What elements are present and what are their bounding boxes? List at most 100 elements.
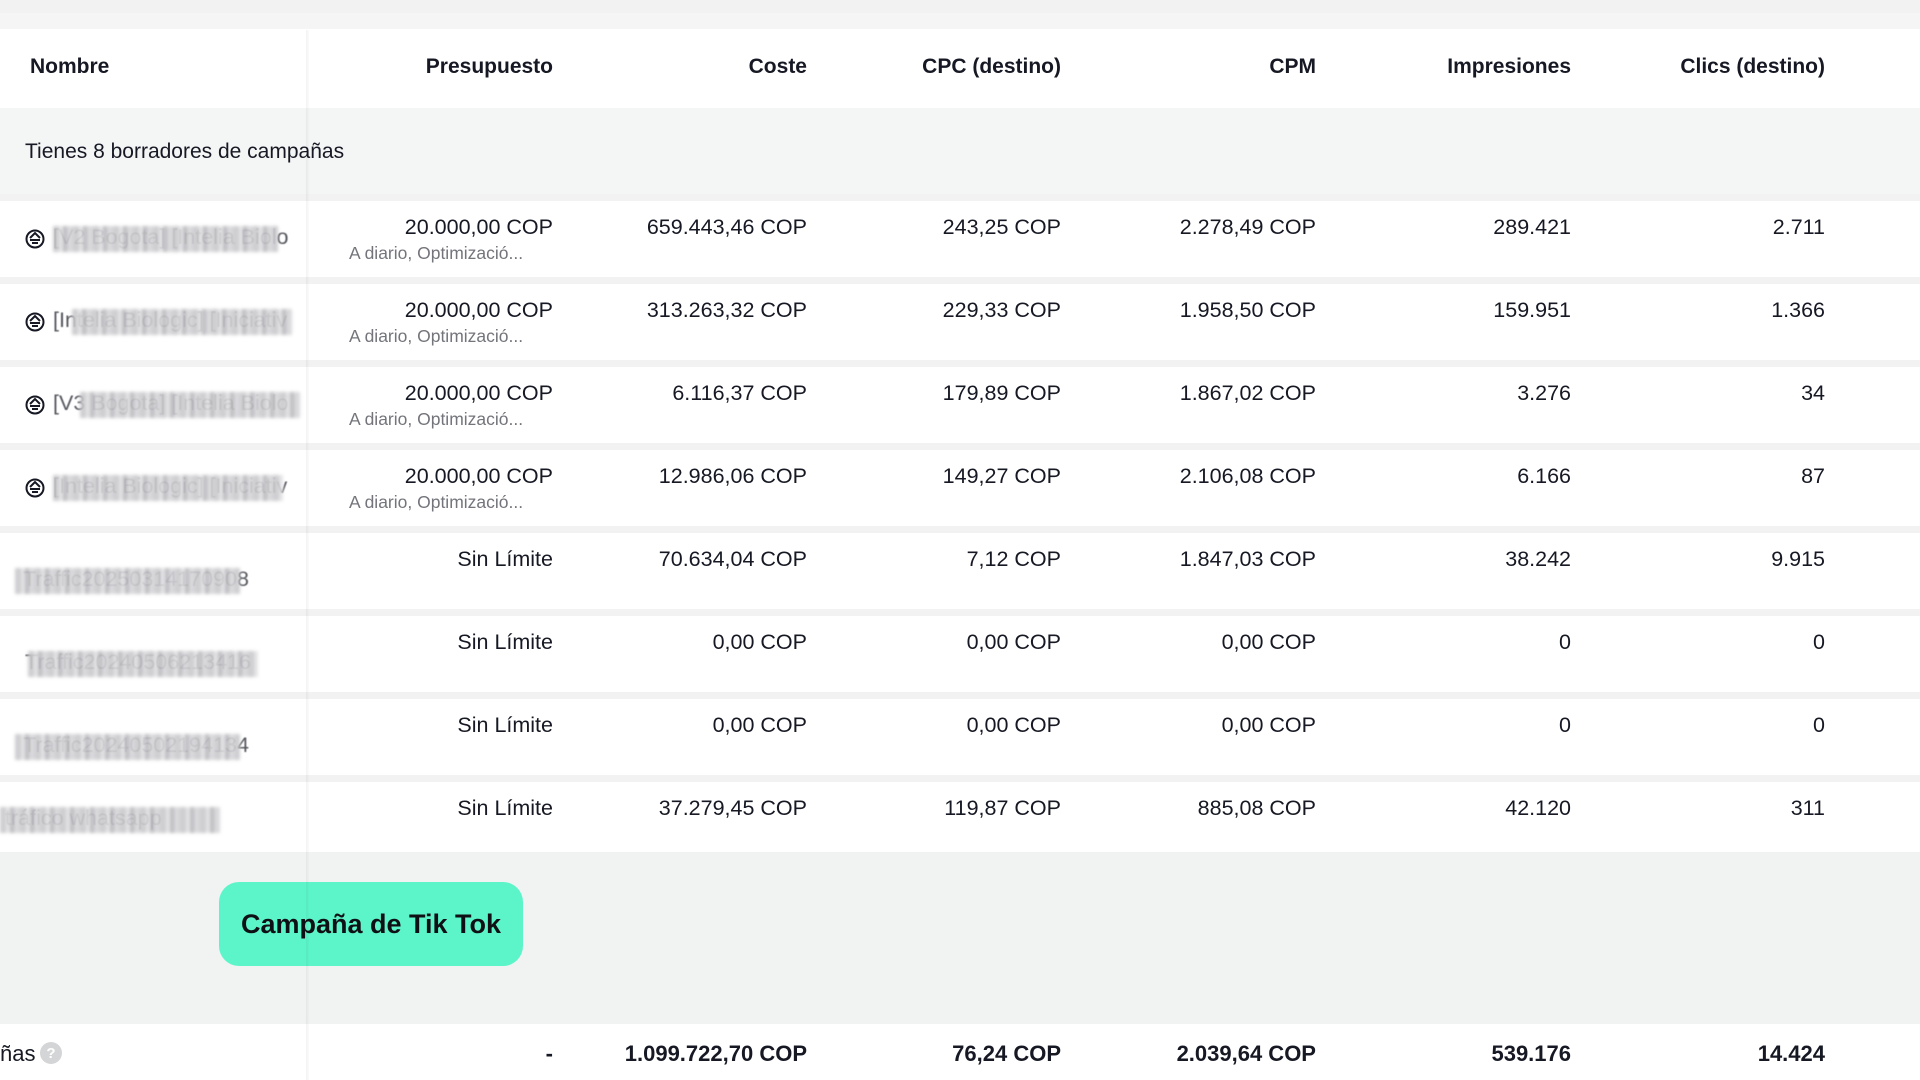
budget-cell: Sin Límite [457, 796, 553, 820]
cost-cell: 313.263,32 COP [646, 298, 807, 322]
cost-cell: 70.634,04 COP [658, 547, 807, 571]
redaction-blur [15, 734, 240, 760]
table-header: Nombre Presupuesto Coste CPC (destino) C… [0, 30, 1920, 108]
row-divider [0, 443, 1920, 450]
draft-status-icon [25, 395, 45, 415]
cpm-cell: 1.847,03 COP [1179, 547, 1316, 571]
cpm-cell: 0,00 COP [1221, 630, 1316, 654]
campaign-name-cell[interactable]: [Intelia Biologic] [Iniciativ [0, 284, 308, 360]
budget-detail[interactable]: A diario, Optimizació... [349, 492, 524, 512]
impressions-cell: 0 [1559, 630, 1571, 654]
redaction-blur [15, 568, 240, 594]
cpc-cell: 0,00 COP [966, 630, 1061, 654]
table-row[interactable]: Traffic20240502194134 Sin Límite 0,00 COP 0… [0, 699, 1920, 775]
table-row[interactable]: Traffic20240506213416 Sin Límite 0,00 COP 0… [0, 616, 1920, 692]
footer-budget: - [545, 1041, 553, 1066]
cpm-cell: 2.106,08 COP [1179, 464, 1316, 488]
campaign-name-cell[interactable]: [V3 Bogota] [Intelia Biolo [0, 367, 308, 443]
table-row[interactable]: [V3 Bogota] [Intelia Biolo 20.000,00 COP 6… [0, 367, 1920, 443]
drafts-notice-row[interactable]: Tienes 8 borradores de campañas [0, 108, 1920, 194]
column-header-impressions[interactable]: Impresiones [1447, 55, 1571, 78]
column-header-cpc[interactable]: CPC (destino) [922, 55, 1061, 78]
drafts-notice-text: Tienes 8 borradores de campañas [25, 140, 345, 163]
clicks-cell: 1.366 [1771, 298, 1825, 322]
column-header-clicks[interactable]: Clics (destino) [1680, 55, 1825, 78]
cpc-cell: 179,89 COP [942, 381, 1061, 405]
draft-status-icon [25, 478, 45, 498]
table-row[interactable]: [Intelia Biologic] [Iniciativ 20.000,00 C… [0, 284, 1920, 360]
table-row[interactable]: tráfico whatsapp Sin Límite 37.279,45 COP 1… [0, 782, 1920, 858]
footer-cost: 1.099.722,70 COP [624, 1041, 807, 1066]
clicks-cell: 34 [1801, 381, 1825, 405]
clicks-cell: 9.915 [1771, 547, 1825, 571]
table-footer-totals: ñas ? - 1.099.722,70 COP 76,24 COP 2.039… [0, 1024, 1920, 1080]
footer-cpm: 2.039,64 COP [1176, 1041, 1316, 1066]
cpm-cell: 2.278,49 COP [1179, 215, 1316, 239]
cpm-cell: 885,08 COP [1197, 796, 1316, 820]
cost-cell: 0,00 COP [712, 630, 807, 654]
impressions-cell: 42.120 [1505, 796, 1571, 820]
table-row[interactable]: [Intelia Biologic] [Iniciativ 20.000,00 C… [0, 450, 1920, 526]
budget-cell: 20.000,00 COP [404, 464, 553, 488]
cost-cell: 659.443,46 COP [646, 215, 807, 239]
column-header-budget[interactable]: Presupuesto [425, 55, 553, 78]
campaign-name-cell[interactable]: Traffic20250314170908 [0, 533, 308, 609]
row-divider [0, 526, 1920, 533]
footer-clicks: 14.424 [1757, 1041, 1825, 1066]
clicks-cell: 0 [1813, 630, 1825, 654]
impressions-cell: 38.242 [1505, 547, 1571, 571]
question-icon[interactable]: ? [40, 1042, 62, 1064]
row-divider [0, 775, 1920, 782]
cost-cell: 0,00 COP [712, 713, 807, 737]
campaign-name-cell[interactable]: Traffic20240506213416 [0, 616, 308, 692]
footer-cpc: 76,24 COP [952, 1041, 1061, 1066]
cpm-cell: 0,00 COP [1221, 713, 1316, 737]
budget-cell: 20.000,00 COP [404, 381, 553, 405]
budget-cell: Sin Límite [457, 630, 553, 654]
row-divider [0, 194, 1920, 201]
cpc-cell: 7,12 COP [966, 547, 1061, 571]
redaction-blur [53, 226, 278, 252]
column-header-name[interactable]: Nombre [30, 55, 110, 78]
budget-cell: Sin Límite [457, 713, 553, 737]
redaction-blur [53, 475, 283, 501]
campaign-name-cell[interactable]: tráfico whatsapp [0, 782, 308, 858]
column-header-cpm[interactable]: CPM [1269, 55, 1316, 78]
impressions-cell: 0 [1559, 713, 1571, 737]
impressions-cell: 6.166 [1517, 464, 1571, 488]
budget-detail[interactable]: A diario, Optimizació... [349, 409, 524, 429]
clicks-cell: 2.711 [1772, 215, 1825, 239]
campaign-name-cell[interactable]: [Intelia Biologic] [Iniciativ [0, 450, 308, 526]
cpc-cell: 229,33 COP [942, 298, 1061, 322]
redaction-blur [80, 392, 300, 418]
cpc-cell: 149,27 COP [942, 464, 1061, 488]
cpm-cell: 1.958,50 COP [1179, 298, 1316, 322]
top-bar [0, 0, 1920, 13]
impressions-cell: 159.951 [1493, 298, 1571, 322]
cpc-cell: 119,87 COP [944, 796, 1061, 820]
cost-cell: 6.116,37 COP [672, 381, 807, 405]
cpc-cell: 0,00 COP [966, 713, 1061, 737]
budget-cell: Sin Límite [457, 547, 553, 571]
campaign-name-cell[interactable]: [V2 Bogota] [Intelia Biolo [0, 201, 308, 277]
draft-status-icon [25, 312, 45, 332]
cpm-cell: 1.867,02 COP [1179, 381, 1316, 405]
campaign-name-cell[interactable]: Traffic20240502194134 [0, 699, 308, 775]
footer-label: ñas [0, 1041, 36, 1066]
impressions-cell: 289.421 [1493, 215, 1571, 239]
row-divider [0, 692, 1920, 699]
clicks-cell: 87 [1801, 464, 1825, 488]
row-divider [0, 609, 1920, 616]
budget-cell: 20.000,00 COP [404, 215, 553, 239]
budget-cell: 20.000,00 COP [404, 298, 553, 322]
budget-detail[interactable]: A diario, Optimizació... [349, 243, 524, 263]
pinned-column-shadow [306, 30, 310, 1080]
redaction-blur [72, 309, 292, 335]
table-row[interactable]: Traffic20250314170908 Sin Límite 70.634,04… [0, 533, 1920, 609]
column-header-cost[interactable]: Coste [748, 55, 807, 78]
footer-impressions: 539.176 [1491, 1041, 1571, 1066]
tiktok-campaign-tag: Campaña de Tik Tok [219, 882, 523, 966]
budget-detail[interactable]: A diario, Optimizació... [349, 326, 524, 346]
table-row[interactable]: [V2 Bogota] [Intelia Biolo 20.000,00 COP 6… [0, 201, 1920, 277]
top-divider [0, 13, 1920, 29]
